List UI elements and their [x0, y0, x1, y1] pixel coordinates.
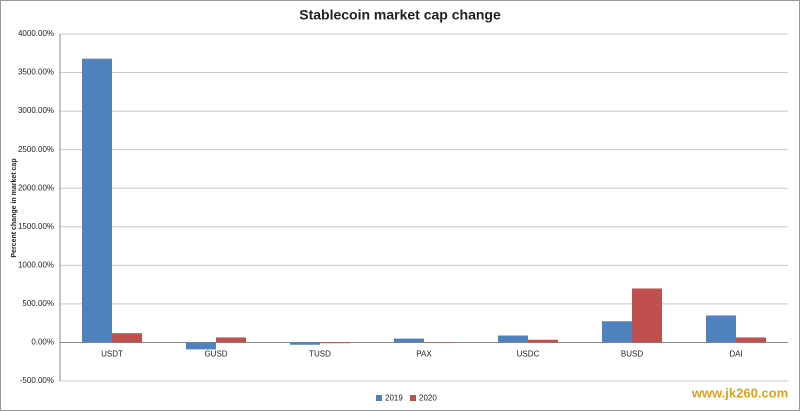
legend-label: 2019 — [385, 394, 403, 403]
y-tick-label: 3000.00% — [18, 106, 54, 115]
y-axis-label: Percent change in market cap — [11, 158, 18, 257]
x-tick-label: BUSD — [621, 350, 643, 359]
x-tick-label: TUSD — [309, 350, 331, 359]
bar — [736, 337, 766, 343]
x-tick-label: PAX — [416, 350, 432, 359]
watermark: www.jk260.com — [691, 385, 788, 400]
y-tick-label: -500.00% — [20, 376, 54, 385]
bar — [706, 315, 736, 343]
y-tick-label: 1500.00% — [18, 222, 54, 231]
x-tick-label: DAI — [729, 350, 742, 359]
y-tick-label: 2000.00% — [18, 183, 54, 192]
bar — [632, 288, 662, 343]
legend-label: 2020 — [419, 394, 437, 403]
bar — [320, 342, 350, 344]
bar — [602, 321, 632, 343]
bar — [290, 342, 320, 345]
y-tick-label: 0.00% — [31, 338, 54, 347]
x-tick-label: USDT — [101, 350, 123, 359]
chart-title: Stablecoin market cap change — [299, 7, 501, 23]
y-tick-label: 1000.00% — [18, 260, 54, 269]
bar — [216, 337, 246, 343]
bar — [186, 342, 216, 350]
x-tick-label: USDC — [517, 350, 540, 359]
y-tick-label: 2500.00% — [18, 145, 54, 154]
y-tick-label: 3500.00% — [18, 68, 54, 77]
y-tick-label: 4000.00% — [18, 29, 54, 38]
bar — [498, 335, 528, 343]
bar — [112, 333, 142, 343]
bar — [394, 338, 424, 343]
legend-swatch — [376, 395, 382, 401]
y-tick-label: 500.00% — [22, 299, 54, 308]
bar — [528, 339, 558, 343]
legend-swatch — [410, 395, 416, 401]
bar — [82, 58, 112, 343]
x-tick-label: GUSD — [204, 350, 227, 359]
